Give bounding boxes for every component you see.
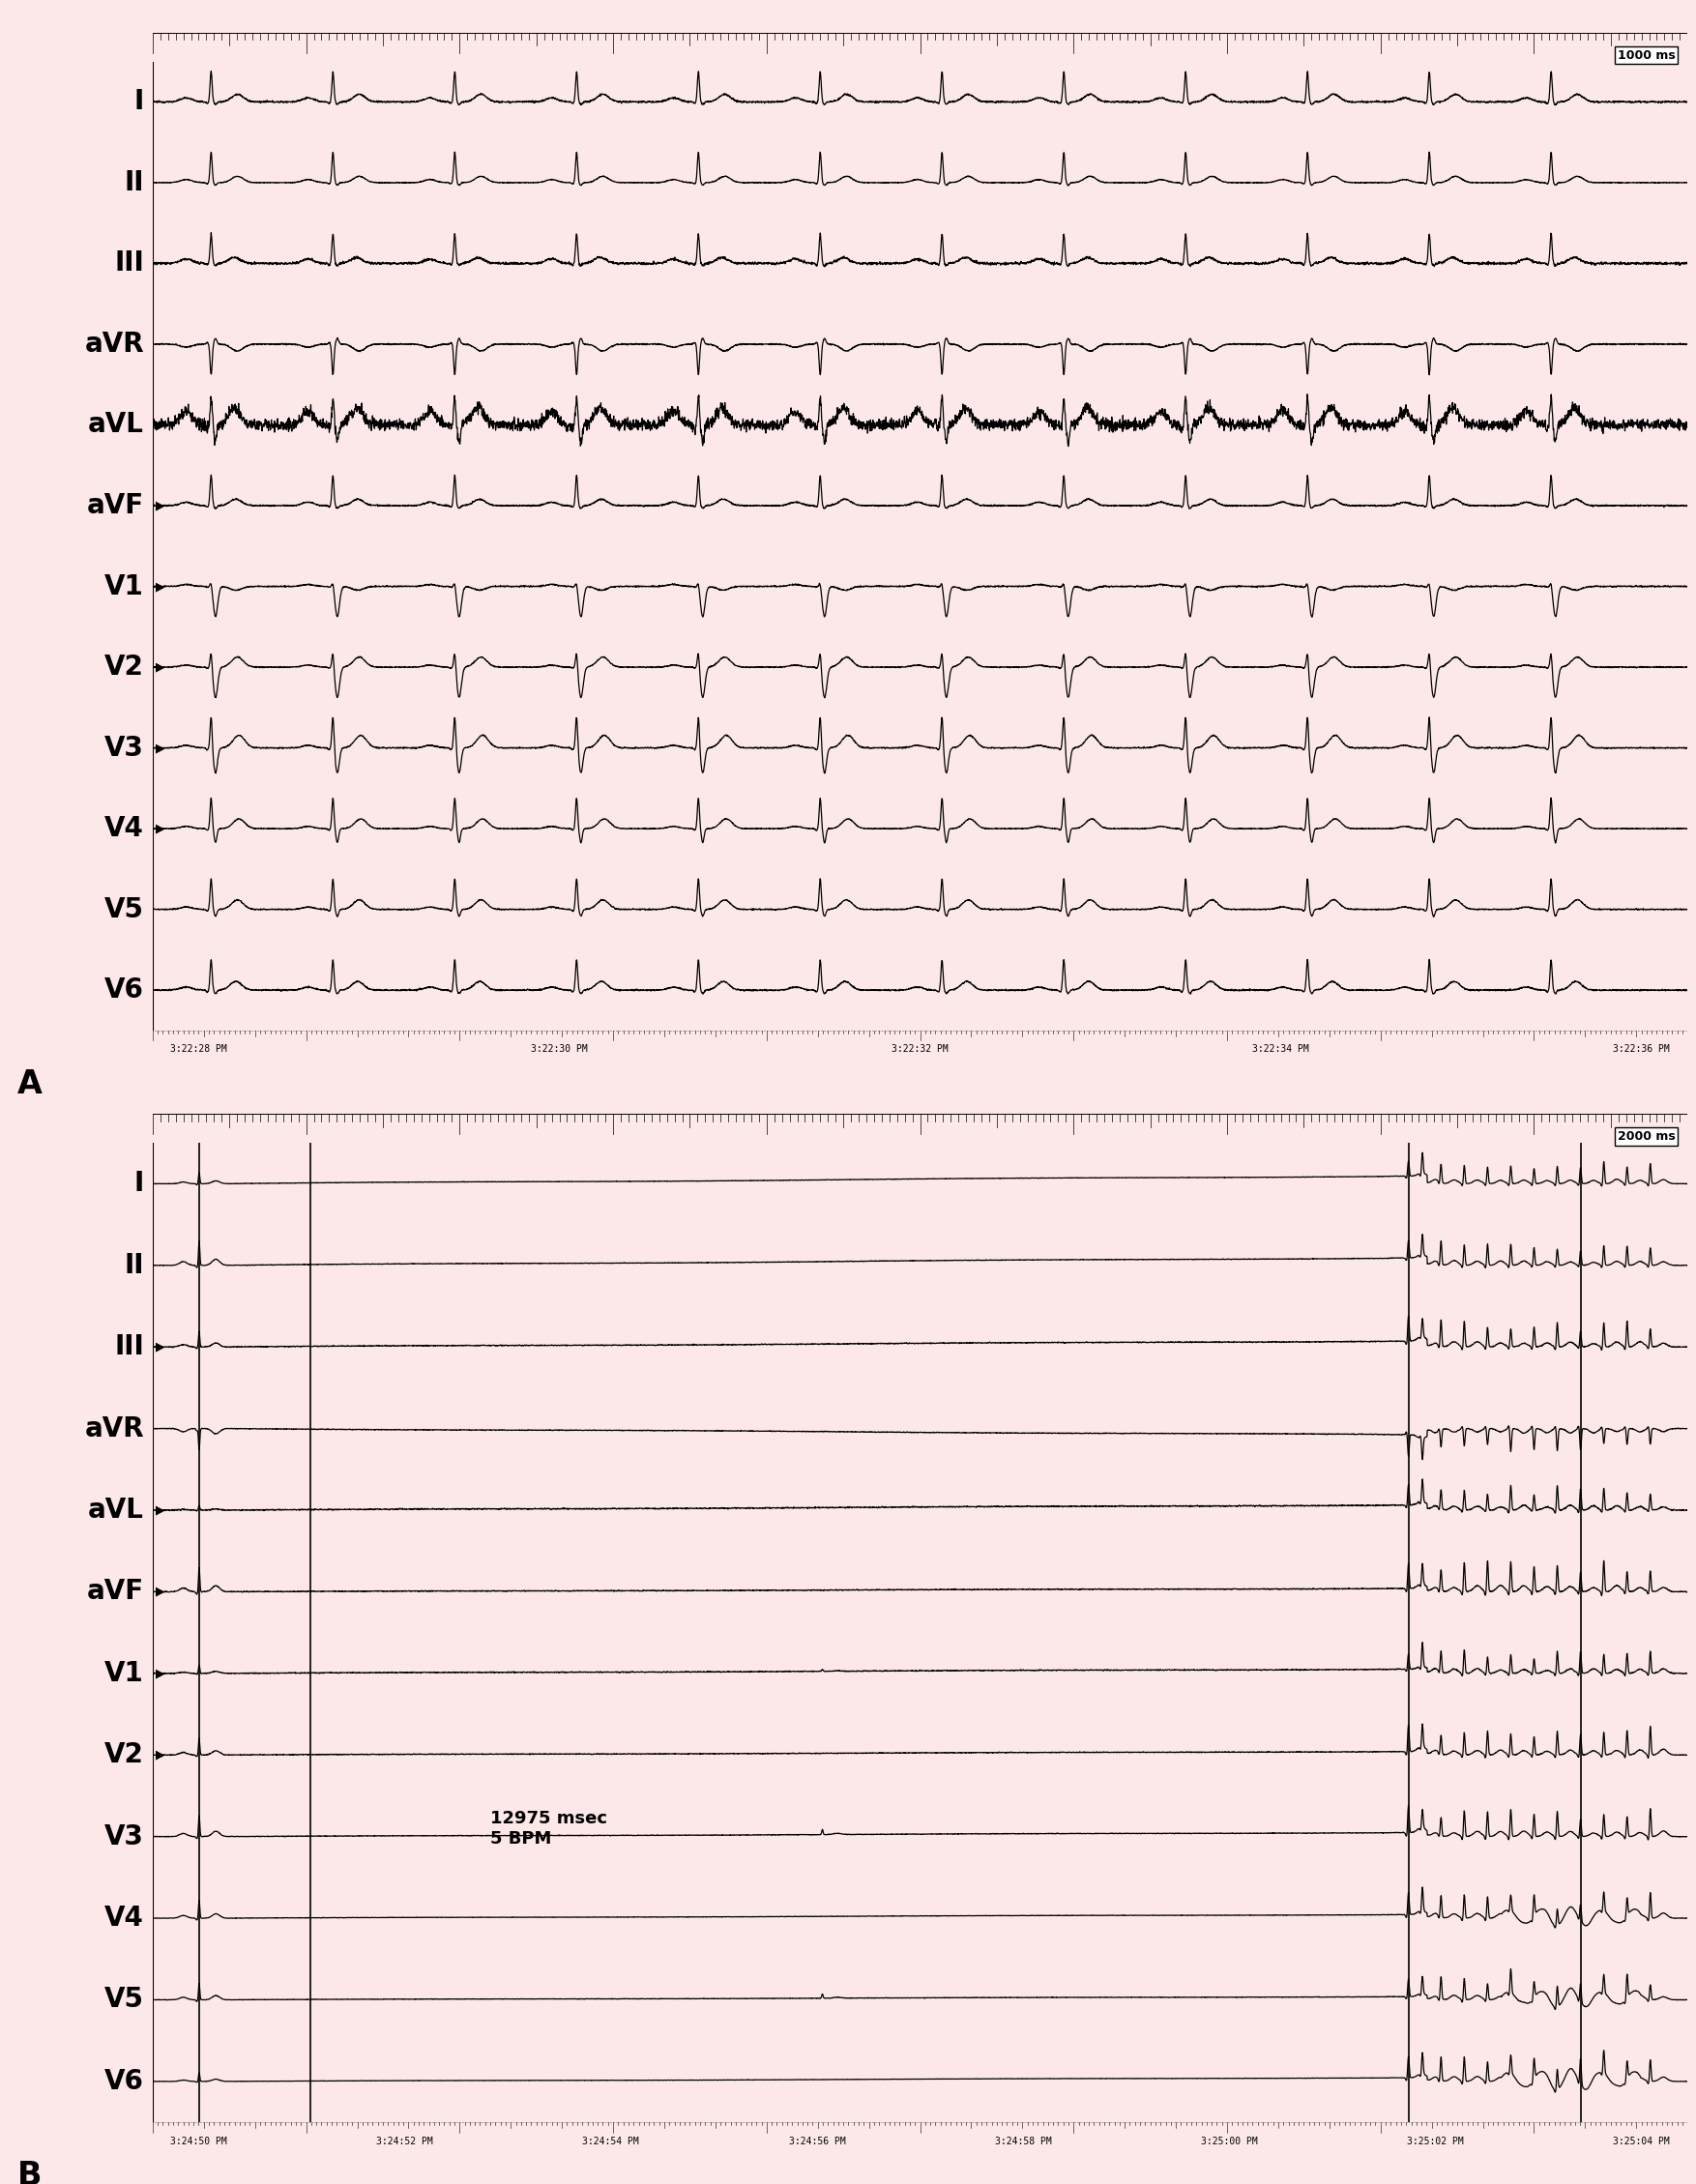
- Text: aVL: aVL: [88, 411, 144, 439]
- Text: ▶: ▶: [156, 1341, 165, 1354]
- Text: 3:22:36 PM: 3:22:36 PM: [1613, 1044, 1671, 1055]
- Text: 12975 msec
5 BPM: 12975 msec 5 BPM: [490, 1811, 607, 1848]
- Text: 3:22:30 PM: 3:22:30 PM: [531, 1044, 589, 1055]
- Text: aVR: aVR: [85, 1415, 144, 1441]
- Text: 2000 ms: 2000 ms: [1618, 1131, 1676, 1142]
- Text: 3:25:02 PM: 3:25:02 PM: [1408, 2136, 1464, 2147]
- Text: V1: V1: [105, 572, 144, 601]
- Text: ▶: ▶: [156, 581, 165, 592]
- Text: aVR: aVR: [85, 330, 144, 358]
- Text: ▶: ▶: [156, 1586, 165, 1599]
- Text: V2: V2: [105, 1741, 144, 1769]
- Text: 3:25:04 PM: 3:25:04 PM: [1613, 2136, 1671, 2147]
- Text: A: A: [17, 1068, 42, 1101]
- Text: ▶: ▶: [156, 662, 165, 673]
- Text: V6: V6: [105, 976, 144, 1005]
- Text: 3:24:56 PM: 3:24:56 PM: [789, 2136, 845, 2147]
- Text: V5: V5: [105, 1985, 144, 2014]
- Text: 3:24:54 PM: 3:24:54 PM: [582, 2136, 639, 2147]
- Text: III: III: [114, 249, 144, 277]
- Text: I: I: [134, 1171, 144, 1197]
- Text: 1000 ms: 1000 ms: [1618, 48, 1676, 61]
- Text: aVF: aVF: [86, 491, 144, 520]
- Text: 3:22:32 PM: 3:22:32 PM: [892, 1044, 948, 1055]
- Text: 3:22:34 PM: 3:22:34 PM: [1252, 1044, 1309, 1055]
- Text: ▶: ▶: [156, 1666, 165, 1679]
- Text: ▶: ▶: [156, 1749, 165, 1760]
- Text: V4: V4: [105, 815, 144, 843]
- Text: ▶: ▶: [156, 743, 165, 753]
- Text: III: III: [114, 1334, 144, 1361]
- Text: ▶: ▶: [156, 823, 165, 834]
- Text: 3:24:50 PM: 3:24:50 PM: [170, 2136, 227, 2147]
- Text: I: I: [134, 87, 144, 116]
- Text: V5: V5: [105, 895, 144, 924]
- Text: II: II: [124, 168, 144, 197]
- Text: 3:24:52 PM: 3:24:52 PM: [377, 2136, 432, 2147]
- Text: ▶: ▶: [156, 1505, 165, 1516]
- Text: 3:22:28 PM: 3:22:28 PM: [170, 1044, 227, 1055]
- Text: V6: V6: [105, 2068, 144, 2094]
- Text: II: II: [124, 1251, 144, 1280]
- Text: V3: V3: [105, 1824, 144, 1850]
- Text: V2: V2: [105, 653, 144, 681]
- Text: ▶: ▶: [156, 500, 165, 511]
- Text: B: B: [17, 2160, 42, 2184]
- Text: 3:25:00 PM: 3:25:00 PM: [1201, 2136, 1258, 2147]
- Text: V1: V1: [105, 1660, 144, 1686]
- Text: aVL: aVL: [88, 1496, 144, 1524]
- Text: ▶: ▶: [156, 419, 165, 430]
- Text: V3: V3: [105, 734, 144, 762]
- Text: 3:24:58 PM: 3:24:58 PM: [996, 2136, 1052, 2147]
- Text: aVF: aVF: [86, 1579, 144, 1605]
- Text: V4: V4: [105, 1904, 144, 1931]
